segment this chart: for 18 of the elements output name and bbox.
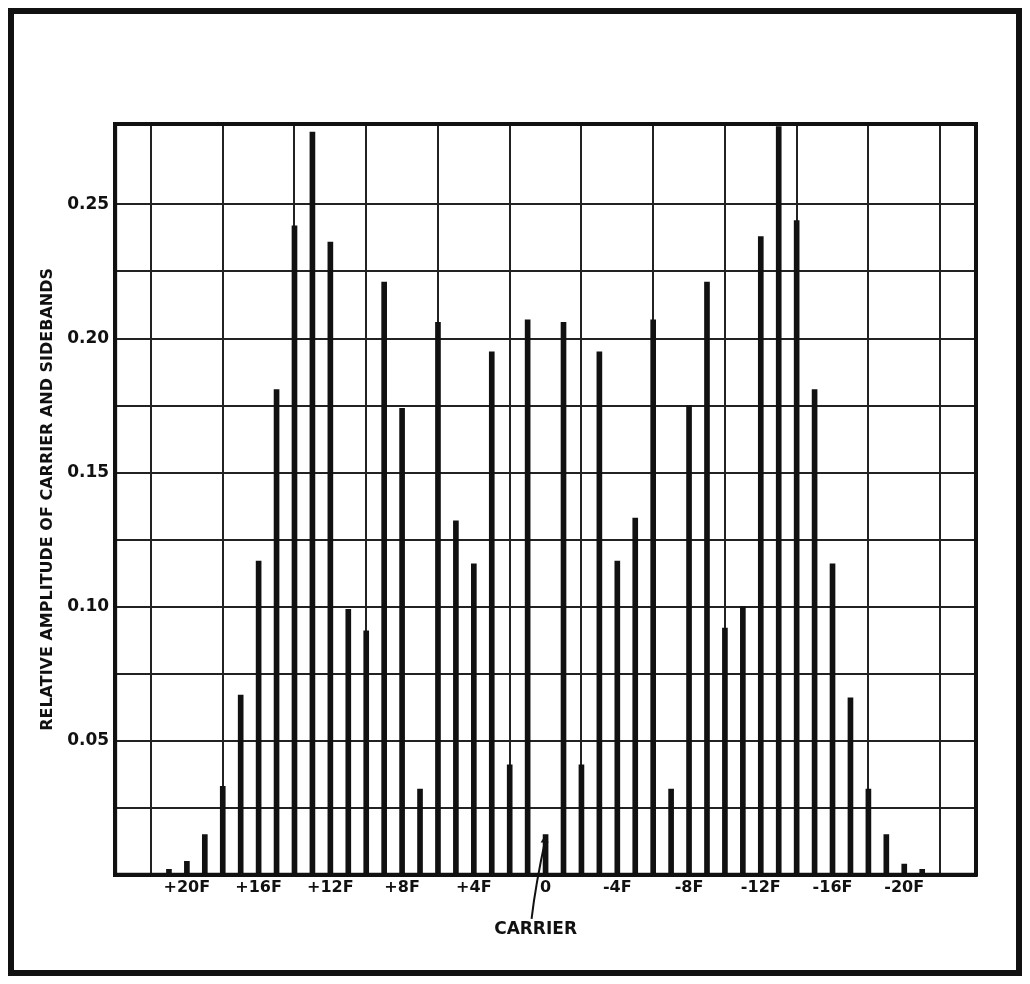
y-axis-title: RELATIVE AMPLITUDE OF CARRIER AND SIDEBANDS [36, 267, 56, 731]
x-tick-label: -20F [884, 876, 925, 896]
x-tick-label: -16F [812, 876, 853, 896]
y-tick-label: 0.10 [67, 595, 110, 616]
x-tick-label: -8F [674, 876, 704, 896]
x-tick-label: +16F [235, 876, 282, 896]
x-tick-label: 0 [540, 876, 552, 896]
x-tick-label: +12F [307, 876, 354, 896]
annotation: CARRIER [494, 917, 577, 938]
y-tick-label: 0.20 [67, 326, 110, 347]
x-tick-label: +8F [384, 876, 420, 896]
x-tick-label: +4F [456, 876, 492, 896]
x-tick-label: -12F [740, 876, 781, 896]
y-tick-label: 0.05 [67, 729, 110, 750]
y-tick-label: 0.15 [67, 461, 110, 482]
x-tick-label: -4F [602, 876, 632, 896]
x-tick-label: +20F [163, 876, 211, 896]
y-tick-label: 0.25 [67, 192, 110, 213]
